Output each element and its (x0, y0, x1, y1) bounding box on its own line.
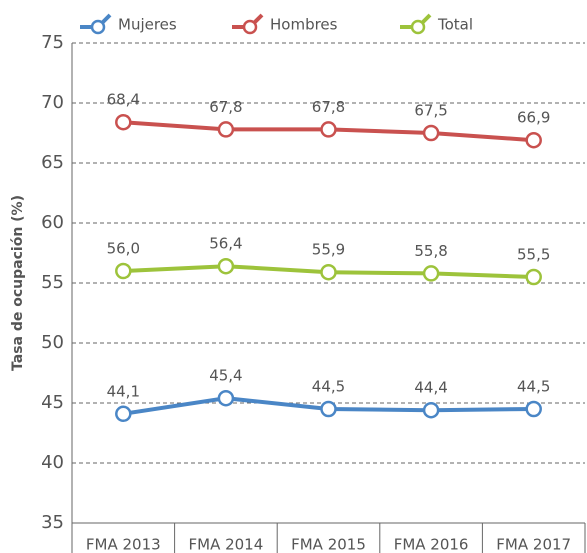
y-tick-label: 35 (41, 512, 64, 533)
y-tick-label: 45 (41, 392, 64, 413)
y-tick-label: 40 (41, 452, 64, 473)
point (525, 268, 542, 286)
point (422, 265, 440, 282)
point (320, 263, 337, 281)
point (115, 405, 132, 423)
data-label: 55,9 (312, 241, 345, 259)
legend-swatch (100, 13, 112, 25)
y-tick-label: 50 (41, 332, 64, 353)
data-label: 55,8 (414, 242, 447, 260)
x-tick-label: FMA 2013 (86, 536, 161, 553)
data-label: 44,5 (517, 378, 550, 396)
data-label: 68,4 (107, 91, 140, 109)
data-label: 67,8 (312, 98, 345, 116)
x-tick-label: FMA 2016 (394, 536, 469, 553)
point (525, 400, 542, 418)
point (422, 124, 440, 142)
point (320, 121, 337, 138)
point (217, 257, 235, 275)
y-tick-label: 75 (41, 32, 64, 53)
legend-swatch (90, 19, 106, 35)
data-label: 67,5 (414, 102, 447, 120)
data-label: 44,4 (414, 379, 447, 397)
data-label: 56,0 (107, 240, 140, 258)
legend-swatch (410, 19, 426, 35)
x-tick-label: FMA 2017 (496, 536, 571, 553)
y-tick-label: 70 (41, 92, 64, 113)
point (115, 262, 132, 280)
data-label: 67,8 (209, 98, 242, 116)
point (525, 131, 542, 149)
data-label: 66,9 (517, 109, 550, 127)
point (217, 389, 235, 407)
data-label: 56,4 (209, 235, 242, 253)
legend-swatch (242, 19, 258, 35)
y-tick-label: 60 (41, 212, 64, 233)
y-axis-label: Tasa de ocupación (%) (10, 195, 26, 371)
y-tick-label: 65 (41, 152, 64, 173)
point (115, 113, 132, 131)
data-label: 44,5 (312, 378, 345, 396)
legend-swatch (252, 13, 264, 25)
point (217, 121, 235, 138)
data-label: 45,4 (209, 367, 242, 385)
legend-label: Total (437, 16, 473, 34)
legend-label: Mujeres (118, 16, 177, 34)
legend-label: Hombres (270, 16, 338, 34)
legend-swatch (420, 13, 432, 25)
x-tick-label: FMA 2015 (291, 536, 366, 553)
y-tick-label: 55 (41, 272, 64, 293)
x-tick-label: FMA 2014 (189, 536, 264, 553)
point (422, 401, 440, 419)
data-label: 55,5 (517, 246, 550, 264)
data-label: 44,1 (107, 382, 140, 400)
point (320, 400, 337, 418)
